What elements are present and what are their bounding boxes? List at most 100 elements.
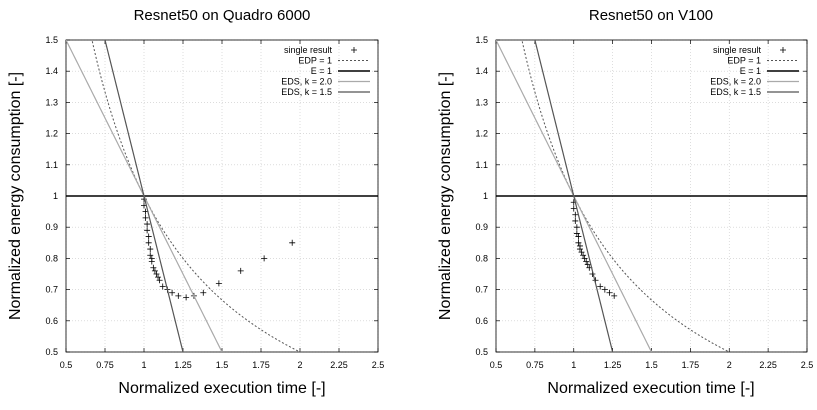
legend-label: EDS, k = 2.0	[710, 77, 761, 87]
y-tick-label: 1.1	[475, 160, 488, 170]
x-tick-label: 2.25	[759, 360, 777, 370]
data-point	[183, 294, 190, 301]
x-tick-label: 0.5	[60, 360, 73, 370]
data-point	[289, 239, 296, 246]
y-tick-label: 0.8	[45, 253, 58, 263]
x-tick-label: 2	[727, 360, 732, 370]
data-point	[575, 239, 582, 246]
data-point	[237, 267, 244, 274]
y-tick-label: 0.5	[45, 347, 58, 357]
data-point	[606, 289, 613, 296]
y-tick-label: 1.5	[45, 35, 58, 45]
x-axis-label: Normalized execution time [-]	[118, 380, 325, 397]
data-point	[169, 289, 176, 296]
x-tick-label: 1.25	[174, 360, 192, 370]
data-point	[578, 249, 585, 256]
series-eds-k-1-5	[534, 40, 614, 352]
data-point	[156, 277, 163, 284]
y-axis-label: Normalized energy consumption [-]	[437, 72, 454, 320]
x-tick-label: 1.25	[604, 360, 622, 370]
x-tick-label: 1.5	[645, 360, 658, 370]
legend-label: EDS, k = 1.5	[281, 87, 332, 97]
chart-panel-2: 0.5 0.75 1 1.25 1.5 1.75 2 2.25 2.5 0.5 0.6 0.7 0.8 0…	[437, 7, 813, 397]
x-tick-label: 1	[141, 360, 146, 370]
series-eds-k-1-5	[104, 40, 184, 352]
data-point	[584, 261, 591, 268]
series-eds-k-2-0	[66, 40, 223, 352]
data-point	[147, 252, 154, 259]
y-tick-label: 0.6	[45, 316, 58, 326]
data-point	[144, 221, 151, 228]
data-point	[175, 292, 182, 299]
ticks: 0.5 0.75 1 1.25 1.5 1.75 2 2.25 2.5 0.5 0.6 0.7 0.8 0…	[475, 35, 813, 370]
data-point	[151, 267, 158, 274]
data-point	[573, 230, 580, 237]
y-tick-label: 1.3	[475, 97, 488, 107]
y-tick-label: 0.5	[475, 347, 488, 357]
series-eds-k-2-0	[496, 40, 653, 352]
data-point	[159, 283, 166, 290]
data-point	[611, 292, 618, 299]
data-point	[261, 255, 268, 262]
y-tick-label: 1.2	[475, 129, 488, 139]
data-point	[145, 233, 152, 240]
data-point	[150, 264, 157, 271]
legend-marker	[351, 47, 357, 53]
y-tick-label: 0.6	[475, 316, 488, 326]
y-tick-label: 1	[483, 191, 488, 201]
chart-panel-1: 0.5 0.75 1 1.25 1.5 1.75 2 2.25 2.5 0.5 0.6 0.7 0.8 0…	[7, 7, 385, 397]
legend-label: E = 1	[311, 66, 332, 76]
x-tick-label: 2.25	[330, 360, 348, 370]
y-tick-label: 1	[53, 191, 58, 201]
data-point	[573, 224, 580, 231]
data-point	[155, 274, 162, 281]
y-tick-label: 1.3	[45, 97, 58, 107]
x-axis-label: Normalized execution time [-]	[547, 380, 754, 397]
data-point	[144, 227, 151, 234]
legend-label: EDS, k = 1.5	[710, 87, 761, 97]
legend-label: EDS, k = 2.0	[281, 77, 332, 87]
y-tick-label: 1.2	[45, 129, 58, 139]
legend-marker	[780, 47, 786, 53]
x-tick-label: 2.5	[372, 360, 385, 370]
data-point	[597, 283, 604, 290]
x-tick-label: 1.75	[682, 360, 700, 370]
x-tick-label: 1.75	[252, 360, 270, 370]
data-point	[200, 289, 207, 296]
x-tick-label: 1	[571, 360, 576, 370]
y-tick-label: 0.9	[475, 222, 488, 232]
y-tick-label: 1.5	[475, 35, 488, 45]
data-point	[575, 233, 582, 240]
chart-title: Resnet50 on Quadro 6000	[134, 7, 311, 24]
plot-area	[66, 40, 378, 352]
legend-label: single result	[713, 45, 762, 55]
legend-label: EDP = 1	[727, 56, 761, 66]
data-point	[583, 258, 590, 265]
data-point	[142, 214, 149, 221]
series-single-result	[570, 199, 618, 299]
data-point	[148, 258, 155, 265]
x-tick-label: 0.75	[526, 360, 544, 370]
x-tick-label: 2	[297, 360, 302, 370]
data-point	[580, 252, 587, 259]
x-tick-label: 0.5	[490, 360, 503, 370]
data-point	[572, 217, 579, 224]
data-point	[576, 246, 583, 253]
y-tick-label: 1.4	[45, 66, 58, 76]
y-tick-label: 1.4	[475, 66, 488, 76]
y-axis-label: Normalized energy consumption [-]	[7, 72, 24, 320]
series-single-result	[141, 196, 296, 301]
data-point	[145, 239, 152, 246]
data-point	[572, 211, 579, 218]
x-tick-label: 2.5	[801, 360, 814, 370]
y-tick-label: 0.8	[475, 253, 488, 263]
data-point	[147, 246, 154, 253]
legend-label: EDP = 1	[298, 56, 332, 66]
x-tick-label: 0.75	[96, 360, 114, 370]
y-tick-label: 0.7	[475, 285, 488, 295]
data-point	[570, 205, 577, 212]
